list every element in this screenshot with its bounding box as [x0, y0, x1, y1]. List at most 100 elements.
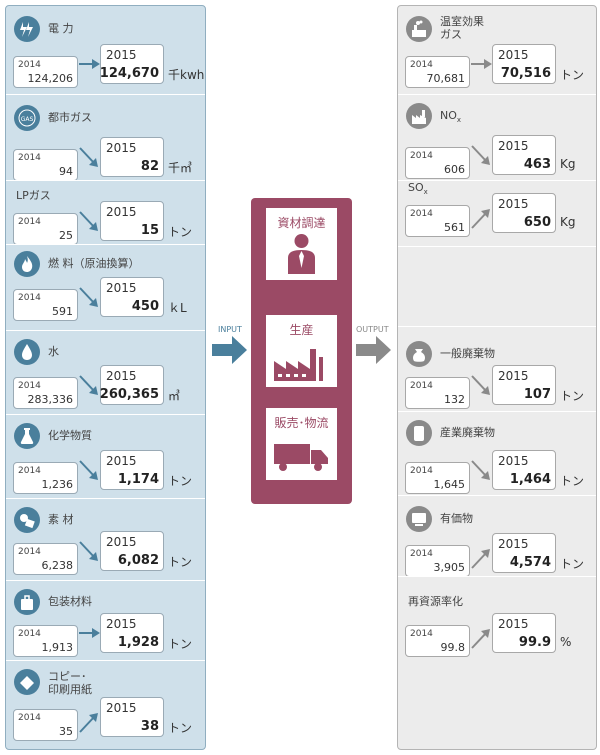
value-2014: 70,681 [426, 72, 466, 85]
input-value-2014: 2014 35 [13, 709, 78, 741]
input-value-2014: 2014 6,238 [13, 543, 78, 575]
year-label: 2015 [106, 617, 137, 631]
output-value-2015: 2015 1,464 [492, 450, 556, 490]
factory-smoke-icon [406, 16, 432, 42]
trend-down-arrow [78, 539, 101, 563]
input-label: 水 [48, 345, 59, 358]
input-value-2015: 2015 82 [100, 137, 164, 177]
output-section: 再資源率化 2014 99.8 2015 99.9% [398, 576, 596, 661]
process-step: 生産 [266, 315, 337, 387]
factory-icon [406, 103, 432, 129]
value-2014: 94 [59, 165, 73, 178]
computer-icon [406, 506, 432, 532]
value-2014: 132 [444, 393, 465, 406]
output-value-2015: 2015 70,516 [492, 44, 556, 84]
trend-down-arrow [78, 458, 101, 482]
year-label: 2014 [410, 209, 433, 219]
output-panel: 温室効果 ガス 2014 70,681 2015 70,516 トン NOx 2014 606 20… [397, 5, 597, 750]
year-label: 2014 [18, 713, 41, 723]
input-value-2015: 2015 1,928 [100, 613, 164, 653]
output-label: 再資源率化 [408, 595, 463, 608]
trash-bag-icon [406, 341, 432, 367]
input-section: 電 力 2014 124,206 2015 124,670 千kwh [6, 6, 205, 94]
unit-label: % [560, 635, 572, 649]
process-step: 資材調達 [266, 208, 337, 280]
process-flow: 資材調達 生産 販売･物流 [251, 198, 352, 504]
input-section: LPガス 2014 25 2015 15 トン [6, 180, 205, 245]
year-label: 2015 [106, 454, 137, 468]
value-2014: 99.8 [440, 641, 466, 654]
year-label: 2014 [410, 151, 433, 161]
value-2014: 25 [59, 229, 73, 242]
trend-up-arrow [470, 207, 493, 231]
factory-icon [274, 349, 323, 381]
input-label: コピー･ 印刷用紙 [48, 670, 92, 696]
process-step-label: 生産 [289, 323, 314, 337]
unit-label: Kg [560, 157, 576, 171]
input-value-2015: 2015 450 [100, 277, 164, 317]
year-label: 2014 [410, 381, 433, 391]
value-2015: 463 [523, 157, 551, 172]
input-panel: 電 力 2014 124,206 2015 124,670 千kwh GAS 都市ガス 2014… [5, 5, 206, 750]
value-2015: 15 [140, 223, 159, 238]
value-2014: 124,206 [27, 72, 74, 85]
year-label: 2015 [106, 535, 137, 549]
input-label: 包装材料 [48, 595, 92, 608]
year-label: 2014 [18, 60, 41, 70]
output-section: 産業廃棄物 2014 1,645 2015 1,464 トン [398, 411, 596, 496]
unit-label: トン [168, 474, 193, 488]
output-label: SOx [408, 181, 428, 197]
year-label: 2014 [18, 217, 41, 227]
input-flow-label: INPUT [218, 325, 242, 334]
value-2015: 124,670 [99, 66, 159, 81]
unit-label: トン [168, 721, 193, 735]
value-2014: 283,336 [27, 393, 74, 406]
output-value-2015: 2015 99.9 [492, 613, 556, 653]
year-label: 2015 [498, 454, 529, 468]
output-label: 産業廃棄物 [440, 426, 495, 439]
input-section: 燃 料（原油換算） 2014 591 2015 450 ｋL [6, 244, 205, 331]
output-value-2015: 2015 650 [492, 193, 556, 233]
input-value-2015: 2015 15 [100, 201, 164, 241]
output-value-2015: 2015 4,574 [492, 533, 556, 573]
input-section: 素 材 2014 6,238 2015 6,082 トン [6, 498, 205, 581]
output-value-2014: 2014 132 [405, 377, 470, 409]
year-label: 2015 [498, 139, 529, 153]
water-drop-icon [14, 339, 40, 365]
input-value-2015: 2015 1,174 [100, 450, 164, 490]
value-2015: 650 [523, 215, 551, 230]
unit-label: トン [560, 474, 585, 488]
value-2015: 6,082 [117, 553, 159, 568]
year-label: 2014 [18, 153, 41, 163]
lightning-icon [14, 16, 40, 42]
year-label: 2015 [106, 205, 137, 219]
value-2014: 1,236 [41, 478, 74, 491]
trend-down-arrow [470, 373, 493, 397]
trend-down-arrow [470, 458, 493, 482]
trend-up-arrow [78, 711, 101, 735]
input-label: LPガス [16, 189, 51, 202]
year-label: 2014 [410, 60, 433, 70]
input-value-2014: 2014 1,913 [13, 625, 78, 657]
flask-icon [14, 423, 40, 449]
output-section: 温室効果 ガス 2014 70,681 2015 70,516 トン [398, 6, 596, 94]
value-2014: 1,645 [433, 478, 466, 491]
output-flow-label: OUTPUT [356, 325, 389, 334]
output-section: 有価物 2014 3,905 2015 4,574 トン [398, 495, 596, 577]
year-label: 2015 [106, 369, 137, 383]
input-value-2014: 2014 591 [13, 289, 78, 321]
input-flow-arrow [212, 336, 247, 364]
value-2014: 1,913 [41, 641, 74, 654]
year-label: 2014 [410, 629, 433, 639]
year-label: 2015 [498, 617, 529, 631]
input-label: 燃 料（原油換算） [48, 257, 140, 270]
value-2014: 561 [444, 221, 465, 234]
input-value-2015: 2015 260,365 [100, 365, 164, 405]
materials-icon [14, 507, 40, 533]
year-label: 2015 [498, 197, 529, 211]
input-value-2014: 2014 25 [13, 213, 78, 245]
year-label: 2014 [18, 293, 41, 303]
output-label: 一般廃棄物 [440, 347, 495, 360]
value-2014: 3,905 [433, 561, 466, 574]
output-section: NOx 2014 606 2015 463 Kg [398, 94, 596, 181]
